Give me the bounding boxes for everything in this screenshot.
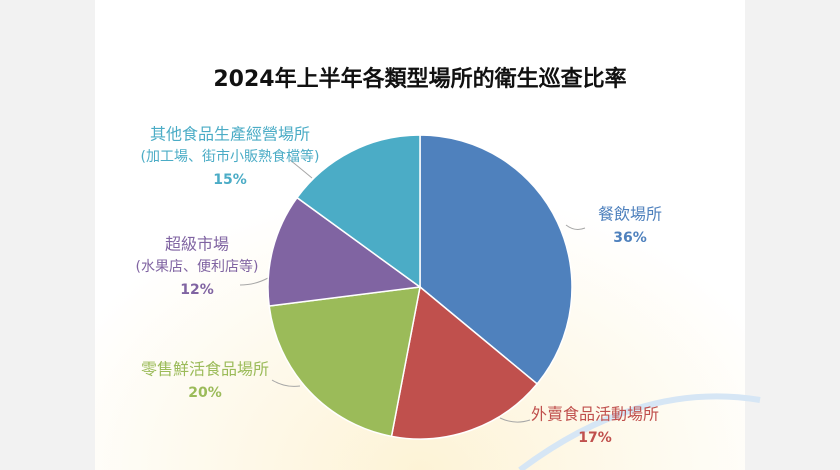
value-label: 12%	[180, 282, 214, 298]
slice-note: (水果店、便利店等)	[136, 258, 259, 275]
chart-title: 2024年上半年各類型場所的衛生巡查比率	[213, 66, 626, 92]
pie-slice	[267, 196, 422, 307]
leader-line	[271, 379, 301, 387]
leader-line	[289, 159, 313, 179]
slice-label: 零售鮮活食品場所	[141, 360, 269, 379]
slice-note: (加工場、街市小販熟食檔等)	[141, 148, 320, 165]
decoration	[518, 393, 761, 470]
leader-line	[565, 224, 586, 230]
pie-slice	[419, 134, 573, 385]
leader-line	[239, 277, 269, 286]
value-label: 15%	[213, 172, 247, 188]
pie-slice	[390, 285, 539, 440]
pie-slice	[295, 134, 421, 289]
slice-label: 其他食品生產經營場所	[150, 125, 310, 144]
slice-label: 餐飲場所	[598, 205, 662, 224]
value-label: 17%	[578, 430, 612, 446]
leader-line	[499, 417, 531, 423]
value-label: 36%	[613, 230, 647, 246]
pie-slice	[268, 286, 421, 438]
slice-label: 超級市場	[165, 235, 229, 254]
value-label: 20%	[188, 385, 222, 401]
slice-label: 外賣食品活動場所	[531, 405, 659, 424]
leader-lines	[239, 159, 586, 423]
